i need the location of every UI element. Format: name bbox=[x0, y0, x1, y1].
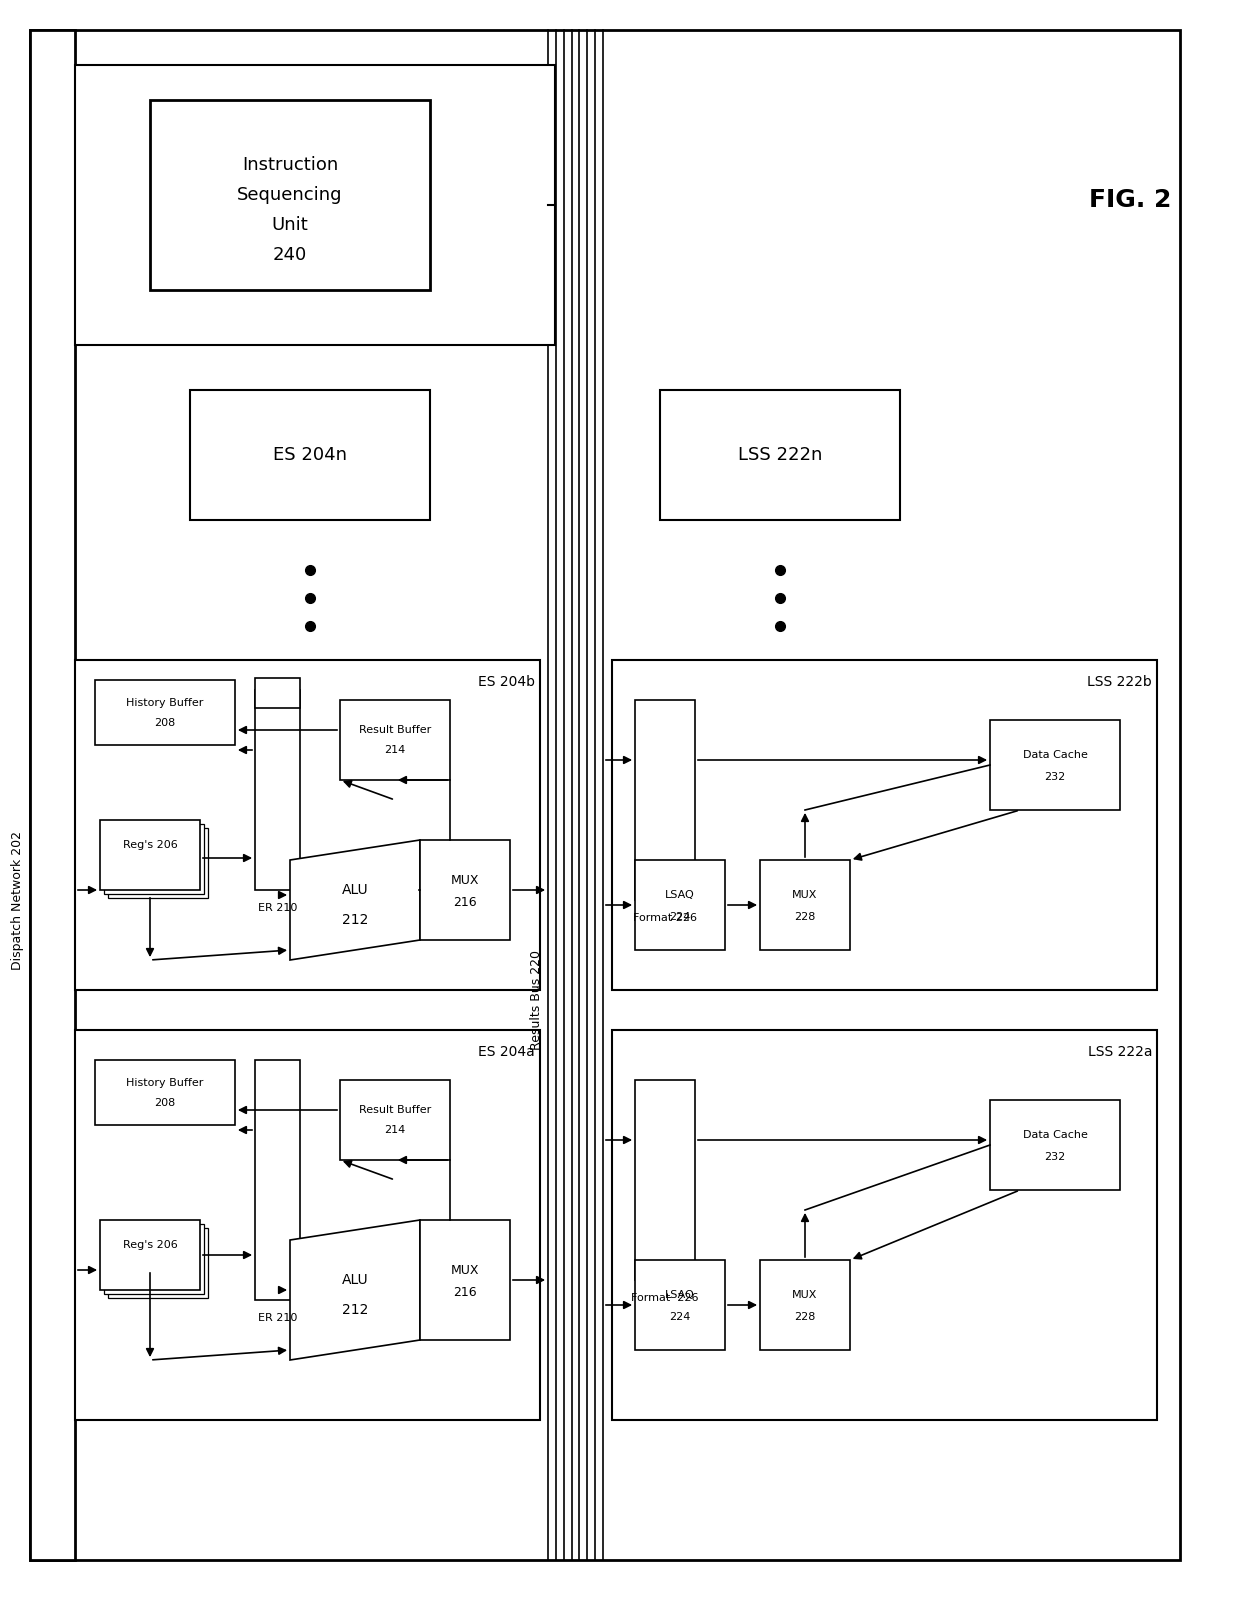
Text: 228: 228 bbox=[795, 1312, 816, 1322]
Text: Result Buffer: Result Buffer bbox=[358, 1104, 432, 1116]
Text: LSS 222b: LSS 222b bbox=[1087, 675, 1152, 689]
Text: 214: 214 bbox=[384, 1125, 405, 1135]
Bar bbox=[990, 720, 1120, 810]
Text: Unit: Unit bbox=[272, 216, 309, 233]
Text: 232: 232 bbox=[1044, 773, 1065, 782]
Text: LSAQ: LSAQ bbox=[665, 1290, 694, 1299]
Bar bbox=[104, 1224, 205, 1294]
Text: Results Bus 220: Results Bus 220 bbox=[531, 950, 543, 1050]
Bar bbox=[660, 390, 900, 520]
Text: Result Buffer: Result Buffer bbox=[358, 724, 432, 736]
Bar bbox=[190, 390, 430, 520]
Text: ES 204b: ES 204b bbox=[477, 675, 534, 689]
Text: 212: 212 bbox=[342, 913, 368, 927]
Text: Sequencing: Sequencing bbox=[237, 187, 342, 204]
Bar bbox=[74, 1030, 539, 1420]
Text: FIG. 2: FIG. 2 bbox=[1089, 188, 1172, 213]
Text: 224: 224 bbox=[670, 911, 691, 923]
Text: LSS 222n: LSS 222n bbox=[738, 446, 822, 464]
Bar bbox=[635, 700, 694, 900]
Polygon shape bbox=[290, 840, 420, 960]
Text: 212: 212 bbox=[342, 1302, 368, 1317]
Bar bbox=[255, 1059, 300, 1299]
Text: LSS 222a: LSS 222a bbox=[1087, 1045, 1152, 1059]
Text: History Buffer: History Buffer bbox=[126, 1077, 203, 1087]
Text: ALU: ALU bbox=[342, 1274, 368, 1286]
Text: 240: 240 bbox=[273, 246, 308, 264]
Bar bbox=[635, 1080, 694, 1280]
Bar bbox=[74, 660, 539, 990]
Text: MUX: MUX bbox=[451, 874, 479, 887]
Text: 208: 208 bbox=[154, 718, 176, 728]
Text: Reg's 206: Reg's 206 bbox=[123, 1240, 177, 1249]
Text: ES 204a: ES 204a bbox=[479, 1045, 534, 1059]
Bar bbox=[95, 1059, 236, 1125]
Bar bbox=[74, 64, 556, 345]
Text: Instruction: Instruction bbox=[242, 156, 339, 174]
Bar bbox=[990, 1100, 1120, 1190]
Text: ALU: ALU bbox=[342, 882, 368, 897]
Text: Format  226: Format 226 bbox=[631, 1293, 699, 1302]
Text: Data Cache: Data Cache bbox=[1023, 1130, 1087, 1140]
Text: MUX: MUX bbox=[792, 1290, 817, 1299]
Bar bbox=[340, 1080, 450, 1159]
Bar bbox=[108, 828, 208, 898]
Bar bbox=[420, 840, 510, 940]
Bar bbox=[613, 1030, 1157, 1420]
Bar bbox=[30, 31, 74, 1560]
Text: ES 204n: ES 204n bbox=[273, 446, 347, 464]
Text: 216: 216 bbox=[453, 895, 477, 908]
Text: Data Cache: Data Cache bbox=[1023, 750, 1087, 760]
Text: MUX: MUX bbox=[792, 890, 817, 900]
Bar bbox=[108, 1228, 208, 1298]
Bar bbox=[635, 1261, 725, 1351]
Text: ER 210: ER 210 bbox=[258, 903, 298, 913]
Text: LSAQ: LSAQ bbox=[665, 890, 694, 900]
Bar bbox=[104, 824, 205, 894]
Bar bbox=[255, 678, 300, 708]
Bar bbox=[760, 860, 849, 950]
Text: 216: 216 bbox=[453, 1285, 477, 1299]
Bar bbox=[635, 860, 725, 950]
Text: 232: 232 bbox=[1044, 1153, 1065, 1162]
Text: 214: 214 bbox=[384, 745, 405, 755]
Bar bbox=[613, 660, 1157, 990]
Text: History Buffer: History Buffer bbox=[126, 697, 203, 707]
Polygon shape bbox=[290, 1220, 420, 1360]
Bar bbox=[760, 1261, 849, 1351]
Bar bbox=[255, 691, 300, 890]
Bar bbox=[100, 819, 200, 890]
Text: 208: 208 bbox=[154, 1098, 176, 1108]
Text: 224: 224 bbox=[670, 1312, 691, 1322]
Bar bbox=[95, 679, 236, 745]
Text: Format 226: Format 226 bbox=[632, 913, 697, 923]
Text: 228: 228 bbox=[795, 911, 816, 923]
Bar bbox=[420, 1220, 510, 1340]
Text: MUX: MUX bbox=[451, 1264, 479, 1277]
Bar bbox=[100, 1220, 200, 1290]
Text: ER 210: ER 210 bbox=[258, 1314, 298, 1323]
Text: Reg's 206: Reg's 206 bbox=[123, 840, 177, 850]
Text: Dispatch Network 202: Dispatch Network 202 bbox=[11, 831, 25, 969]
Bar bbox=[340, 700, 450, 779]
Bar bbox=[150, 100, 430, 290]
